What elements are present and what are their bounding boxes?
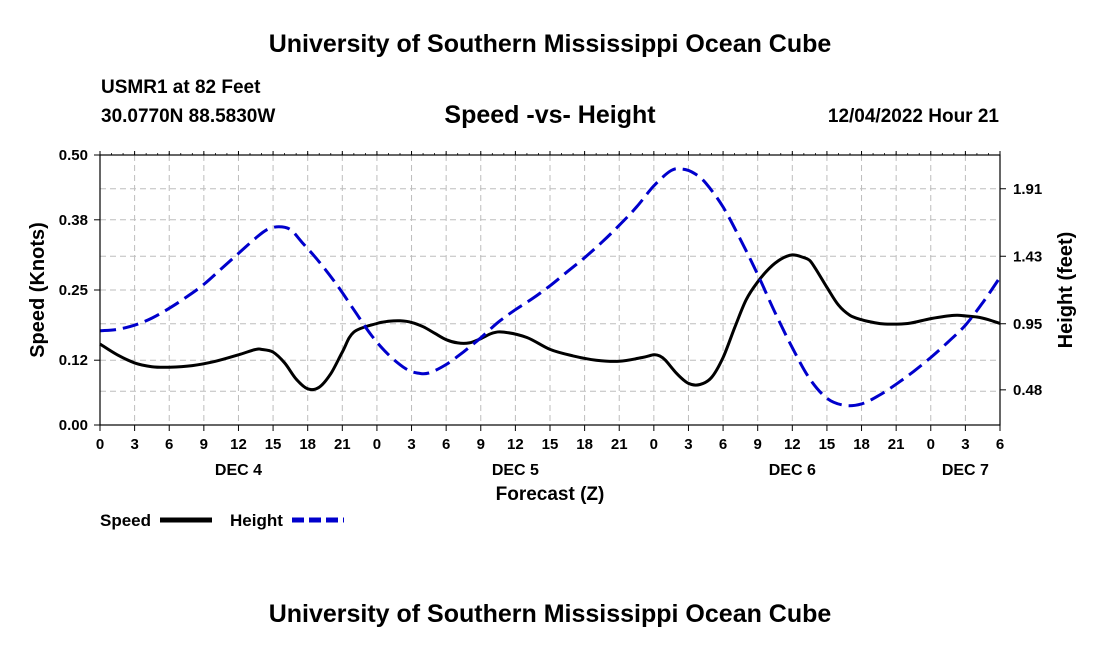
station-coordinates: 30.0770N 88.5830W	[101, 106, 276, 127]
day-label: DEC 5	[492, 462, 539, 479]
x-tick-label: 6	[442, 436, 450, 453]
y-tick-label: 0.38	[59, 212, 88, 229]
grid-lines	[100, 155, 1000, 425]
legend-label-speed: Speed	[100, 511, 151, 530]
x-tick-label: 21	[334, 436, 351, 453]
x-tick-label: 6	[996, 436, 1004, 453]
x-tick-label: 12	[507, 436, 524, 453]
x-tick-label: 0	[96, 436, 104, 453]
x-tick-label: 21	[611, 436, 628, 453]
y2-tick-label: 1.43	[1013, 248, 1042, 265]
x-tick-label: 6	[719, 436, 727, 453]
x-tick-label: 3	[130, 436, 138, 453]
station-label: USMR1 at 82 Feet	[101, 77, 261, 98]
x-tick-label: 3	[961, 436, 969, 453]
day-label: DEC 4	[215, 462, 262, 479]
series-line-height	[99, 167, 1002, 408]
x-tick-label: 21	[888, 436, 905, 453]
y-axis-label: Speed (Knots)	[27, 222, 49, 358]
y-tick-label: 0.12	[59, 352, 88, 369]
legend: Speed Height	[100, 511, 344, 530]
x-tick-label: 15	[265, 436, 282, 453]
series-lines	[99, 167, 1002, 408]
x-tick-label: 0	[927, 436, 935, 453]
x-tick-label: 9	[754, 436, 762, 453]
x-axis-label: Forecast (Z)	[496, 484, 605, 505]
x-tick-label: 12	[230, 436, 247, 453]
x-tick-label: 3	[407, 436, 415, 453]
y2-axis-label: Height (feet)	[1055, 232, 1077, 349]
x-tick-label: 18	[576, 436, 593, 453]
y2-tick-label: 0.48	[1013, 382, 1042, 399]
y2-tick-label: 1.91	[1013, 181, 1042, 198]
y-tick-label: 0.00	[59, 417, 88, 434]
chart-title: University of Southern Mississippi Ocean…	[268, 30, 832, 58]
x-tick-label: 15	[819, 436, 836, 453]
day-label: DEC 6	[769, 462, 816, 479]
x-tick-label: 18	[853, 436, 870, 453]
x-tick-label: 6	[165, 436, 173, 453]
x-tick-label: 18	[299, 436, 316, 453]
chart-subtitle: Speed -vs- Height	[444, 101, 656, 129]
x-tick-label: 9	[477, 436, 485, 453]
y-tick-label: 0.50	[59, 147, 88, 164]
legend-label-height: Height	[230, 511, 283, 530]
x-tick-label: 15	[542, 436, 559, 453]
x-tick-label: 0	[373, 436, 381, 453]
day-label: DEC 7	[942, 462, 989, 479]
series-line-speed	[99, 253, 1001, 392]
x-tick-label: 12	[784, 436, 801, 453]
forecast-date: 12/04/2022 Hour 21	[827, 106, 999, 127]
y-tick-label: 0.25	[59, 282, 88, 299]
x-tick-label: 9	[200, 436, 208, 453]
footer-title: University of Southern Mississippi Ocean…	[268, 600, 832, 628]
y2-tick-label: 0.95	[1013, 316, 1042, 333]
axes: 0 3 6 9 12 15 18 21 0 3 6 9 12 15 18 21 0 3 6 9 12 15 18 21 0 3 6D…	[59, 147, 1042, 479]
x-tick-label: 3	[684, 436, 692, 453]
x-tick-label: 0	[650, 436, 658, 453]
